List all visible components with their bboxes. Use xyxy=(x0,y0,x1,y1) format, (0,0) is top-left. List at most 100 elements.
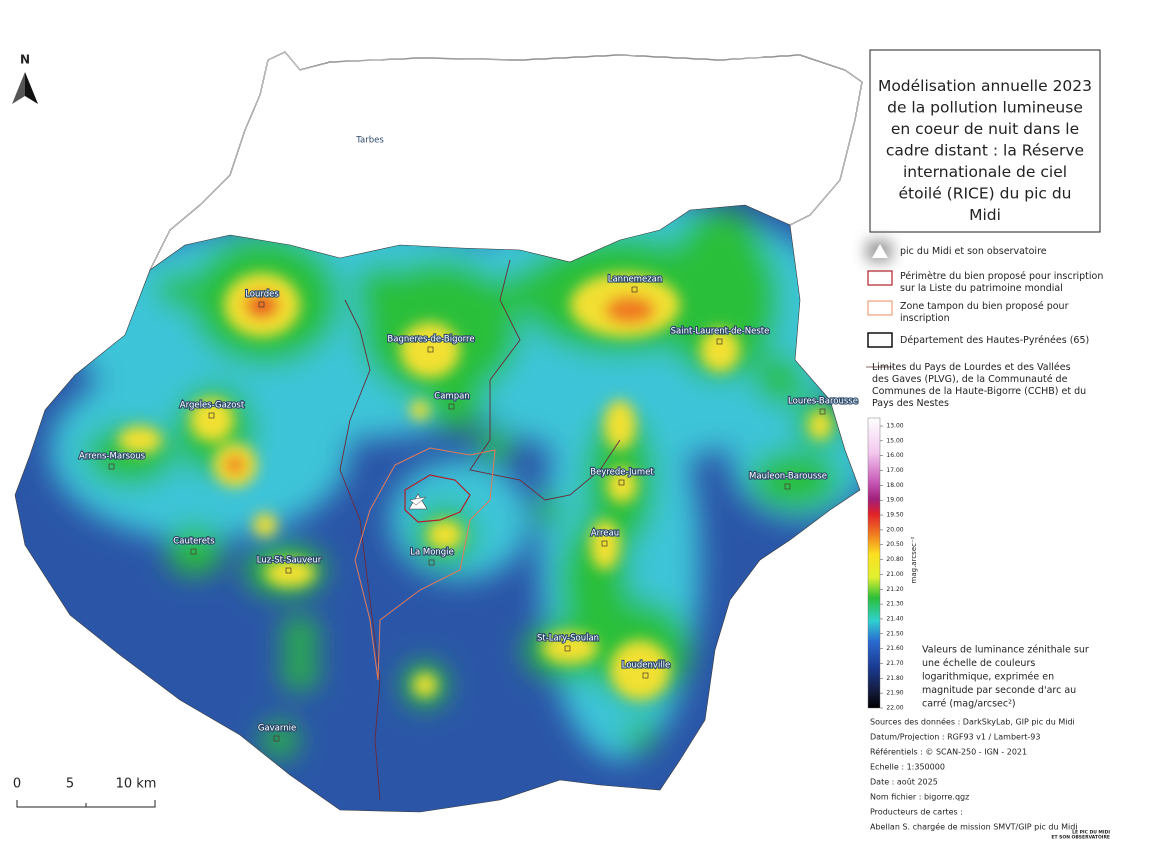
scale-label: 0 xyxy=(13,777,21,792)
title-line: étoilé (RICE) du pic du xyxy=(899,184,1072,202)
color-bar-tick-label: 19.00 xyxy=(886,497,903,504)
place-marker xyxy=(285,567,292,574)
department-outline-inner xyxy=(149,51,863,271)
raster-blob xyxy=(282,654,318,690)
place-marker xyxy=(448,403,455,410)
legend-line: Zone tampon du bien proposé pour xyxy=(900,301,1069,312)
source-line: Référentiels : © SCAN-250 - IGN - 2021 xyxy=(870,747,1027,757)
color-bar-tick-label: 21.70 xyxy=(886,660,903,667)
legend-symbol-perimeter xyxy=(867,270,893,286)
place-marker xyxy=(108,463,115,470)
logo-line: LE PIC DU MIDI xyxy=(1072,830,1110,836)
legend-line: sur la Liste du patrimoine mondial xyxy=(900,283,1063,294)
department-edge xyxy=(14,204,861,813)
raster-hotspot xyxy=(700,328,740,372)
description-line: carré (mag/arcsec²) xyxy=(922,699,1016,710)
legend-text: Département des Hautes-Pyrénées (65) xyxy=(900,335,1089,346)
place-label: Tarbes xyxy=(355,136,384,146)
source-line: Abellan S. chargée de mission SMVT/GIP p… xyxy=(870,822,1078,832)
raster-hotspot xyxy=(604,400,636,450)
raster-hotspot xyxy=(225,455,245,475)
place-label: Mauleon-Barousse xyxy=(749,472,827,482)
place-label: La Mongie xyxy=(410,548,454,558)
place-marker xyxy=(427,346,434,353)
description-line: magnitude par seconde d'arc au xyxy=(922,685,1076,696)
community-limit xyxy=(469,259,621,501)
color-bar-label: mag.arcsec⁻² xyxy=(910,536,918,583)
sources: Sources des données : DarkSkyLab, GIP pi… xyxy=(870,717,1078,832)
color-bar-tick-label: 17.00 xyxy=(886,467,903,474)
north-label: N xyxy=(20,53,30,67)
raster-blob xyxy=(157,272,193,308)
legend-text: pic du Midi et son observatoire xyxy=(900,246,1047,257)
raster-blob xyxy=(477,427,513,463)
raster-blob xyxy=(750,450,840,510)
color-bar-tick-label: 20.00 xyxy=(886,526,903,533)
raster-hotspot xyxy=(590,520,620,570)
title-line: internationale de ciel xyxy=(903,163,1067,181)
raster-blob xyxy=(680,210,760,270)
raster-hotspot xyxy=(808,410,832,440)
color-bar xyxy=(867,417,881,709)
raster-hotspot xyxy=(413,673,437,697)
legend-text: Périmètre du bien proposé pour inscripti… xyxy=(900,271,1103,294)
raster-blob xyxy=(425,380,485,430)
place-label: Arrens-Marsous xyxy=(79,452,146,462)
raster-blob xyxy=(355,265,405,315)
scale-label: 10 km xyxy=(116,777,157,792)
raster-blob xyxy=(535,495,565,525)
pic-du-midi-symbol xyxy=(408,493,428,510)
place-marker xyxy=(258,301,265,308)
place-marker xyxy=(208,412,215,419)
place-label: Arreau xyxy=(591,529,619,539)
raster-hotspot xyxy=(605,296,655,324)
color-bar-tick-label: 20.50 xyxy=(886,541,903,548)
source-line: Sources des données : DarkSkyLab, GIP pi… xyxy=(870,717,1075,727)
legend-texts: pic du Midi et son observatoire Périmètre… xyxy=(872,246,1103,409)
color-bar-tick-label: 20.80 xyxy=(886,556,903,563)
scale-label: 5 xyxy=(66,777,74,792)
perimeter xyxy=(404,474,471,523)
place-label: Cauterets xyxy=(173,537,215,547)
raster-blob xyxy=(755,355,805,405)
source-line: Echelle : 1:350000 xyxy=(870,763,945,772)
raster-hotspot xyxy=(400,322,460,378)
title: Modélisation annuelle 2023 de la pollutio… xyxy=(878,77,1092,224)
legend-line: Périmètre du bien proposé pour inscripti… xyxy=(900,271,1103,282)
title-box xyxy=(869,49,1101,233)
place-label: Loudenville xyxy=(622,661,671,671)
legend-symbol-buffer xyxy=(867,300,893,316)
place-marker xyxy=(601,540,608,547)
community-limit xyxy=(339,299,381,801)
raster-blob xyxy=(660,220,780,380)
place-marker xyxy=(642,672,649,679)
source-line: Datum/Projection : RGF93 v1 / Lambert-93 xyxy=(870,733,1040,742)
raster-blob xyxy=(625,720,655,750)
legend xyxy=(866,240,894,368)
place-label: Lourdes xyxy=(245,290,279,300)
place-marker xyxy=(618,479,625,486)
raster-layers xyxy=(50,205,860,760)
color-bar-tick-label: 13.00 xyxy=(886,423,903,430)
color-bar-tick-label: 19.50 xyxy=(886,512,903,519)
place-label: Argeles-Gazost xyxy=(180,401,245,411)
title-line: en coeur de nuit dans le xyxy=(891,120,1079,138)
description-line: Valeurs de luminance zénithale sur xyxy=(922,645,1089,656)
legend-line: Communes de la Haute-Bigorre (CCHB) et d… xyxy=(872,386,1086,397)
title-text: Modélisation annuelle 2023 de la pollutio… xyxy=(878,77,1092,224)
raster-hotspot xyxy=(427,520,463,550)
legend-symbol-department xyxy=(867,332,893,348)
legend-line: pic du Midi et son observatoire xyxy=(900,246,1047,257)
place-label: Saint-Laurent-de-Neste xyxy=(671,327,770,337)
legend-line: Pays des Nestes xyxy=(872,398,949,409)
legend-text: Limites du Pays de Lourdes et des Vallée… xyxy=(872,362,1086,409)
place-marker xyxy=(428,559,435,566)
place-marker xyxy=(819,408,826,415)
place-label: Beyrede-Jumet xyxy=(590,468,654,478)
place-marker xyxy=(631,286,638,293)
color-scale-description: Valeurs de luminance zénithale sur une éc… xyxy=(922,645,1089,710)
legend-line: des Gaves (PLVG), de la Communauté de xyxy=(872,374,1068,385)
scale-bar xyxy=(16,800,156,808)
